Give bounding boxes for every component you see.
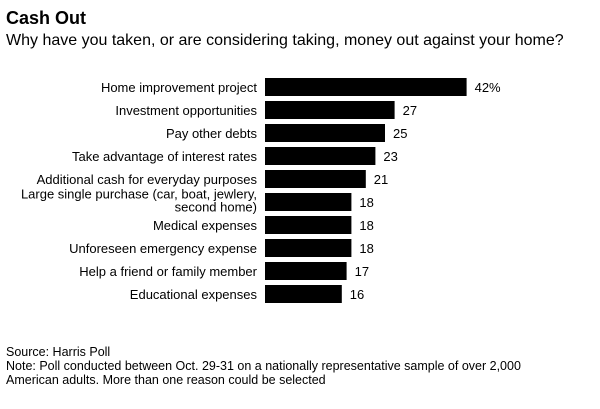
value-label-9: 16	[350, 287, 364, 302]
value-label-8: 17	[355, 264, 369, 279]
category-label-7: Unforeseen emergency expense	[69, 241, 257, 256]
category-label-1: Investment opportunities	[115, 103, 257, 118]
chart-title: Cash Out	[6, 8, 87, 28]
bar-8	[265, 262, 347, 280]
value-label-6: 18	[359, 218, 373, 233]
value-label-2: 25	[393, 126, 407, 141]
category-label-0: Home improvement project	[101, 80, 257, 95]
value-label-0: 42%	[475, 80, 501, 95]
value-label-3: 23	[383, 149, 397, 164]
bar-7	[265, 239, 352, 257]
category-label-6: Medical expenses	[153, 218, 258, 233]
bar-6	[265, 216, 352, 234]
category-label-5: Large single purchase (car, boat, jewler…	[21, 187, 257, 215]
value-label-5: 18	[359, 195, 373, 210]
bar-2	[265, 124, 385, 142]
bar-4	[265, 170, 366, 188]
category-label-8: Help a friend or family member	[79, 264, 257, 279]
category-label-3: Take advantage of interest rates	[72, 149, 258, 164]
bar-chart: 42% Home improvement project 27 Investment …	[21, 78, 501, 303]
category-label-2: Pay other debts	[166, 126, 258, 141]
category-label-4: Additional cash for everyday purposes	[37, 172, 258, 187]
bar-3	[265, 147, 376, 165]
value-label-1: 27	[403, 103, 417, 118]
source-note: Source: Harris Poll	[6, 345, 111, 359]
bar-5	[265, 193, 352, 211]
value-label-4: 21	[374, 172, 388, 187]
bar-0	[265, 78, 467, 96]
category-label-9: Educational expenses	[130, 287, 258, 302]
bar-1	[265, 101, 395, 119]
chart-subtitle: Why have you taken, or are considering t…	[6, 32, 564, 49]
methodology-note: Note: Poll conducted between Oct. 29-31 …	[6, 359, 521, 387]
value-label-7: 18	[359, 241, 373, 256]
bar-9	[265, 285, 342, 303]
